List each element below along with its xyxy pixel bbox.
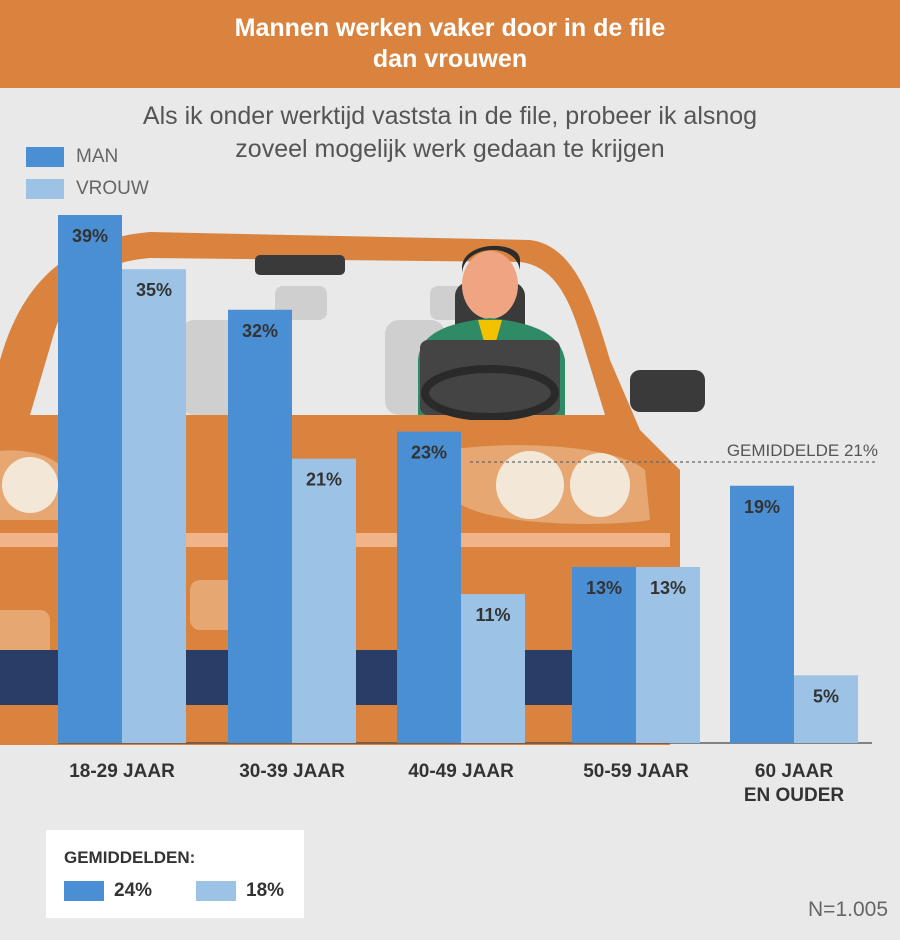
data-label-vrouw-3: 13% — [650, 578, 686, 598]
average-swatch-man — [64, 881, 104, 901]
sample-size: N=1.005 — [808, 898, 888, 921]
bar-vrouw-2 — [461, 594, 525, 743]
bar-vrouw-3 — [636, 567, 700, 743]
bar-man-1 — [228, 309, 292, 743]
subtitle-line2: zoveel mogelijk werk gedaan te krijgen — [235, 135, 665, 163]
bar-vrouw-1 — [292, 458, 356, 743]
bar-man-4 — [730, 485, 794, 743]
chart-title-line2: dan vrouwen — [372, 45, 528, 73]
data-label-man-0: 39% — [72, 226, 108, 246]
category-label-1-0: 30-39 JAAR — [239, 761, 345, 782]
average-vrouw: 18% — [196, 880, 284, 902]
data-label-vrouw-1: 21% — [306, 470, 342, 490]
category-label-0-0: 18-29 JAAR — [69, 761, 175, 782]
average-reference-label: GEMIDDELDE 21% — [727, 441, 878, 460]
legend-label-man: MAN — [76, 146, 119, 167]
data-label-man-4: 19% — [744, 497, 780, 517]
data-label-man-2: 23% — [411, 443, 447, 463]
legend-swatch-vrouw — [26, 179, 64, 199]
average-value-vrouw: 18% — [246, 880, 285, 901]
legend-item-vrouw: VROUW — [26, 178, 149, 200]
bar-vrouw-0 — [122, 269, 186, 743]
legend-swatch-man — [26, 147, 64, 167]
bar-vrouw-4 — [794, 675, 858, 743]
data-label-man-1: 32% — [242, 321, 278, 341]
chart-title-line1: Mannen werken vaker door in de file — [234, 14, 666, 42]
average-man: 24% — [64, 880, 152, 902]
bar-group: 39% 35% 32% 21% 23% 11% 13% 13% 19% 5% — [58, 215, 858, 743]
category-label-4-1: EN OUDER — [744, 785, 845, 806]
averages-box: GEMIDDELDEN: 24% 18% — [46, 830, 304, 918]
legend-label-vrouw: VROUW — [76, 178, 149, 199]
category-labels: 18-29 JAAR 30-39 JAAR 40-49 JAAR 50-59 JAAR… — [69, 761, 844, 806]
bar-man-2 — [397, 431, 461, 743]
bar-man-0 — [58, 215, 122, 743]
category-label-3-0: 50-59 JAAR — [583, 761, 689, 782]
category-label-4-0: 60 JAAR — [755, 761, 833, 782]
data-label-vrouw-0: 35% — [136, 280, 172, 300]
averages-title: GEMIDDELDEN: — [64, 848, 196, 867]
category-label-2-0: 40-49 JAAR — [408, 761, 514, 782]
bar-man-3 — [572, 567, 636, 743]
subtitle: Als ik onder werktijd vaststa in de file… — [90, 100, 810, 166]
chart-title-banner: Mannen werken vaker door in de file dan … — [0, 0, 900, 88]
average-value-man: 24% — [114, 880, 153, 901]
data-label-vrouw-2: 11% — [475, 605, 510, 625]
data-label-vrouw-4: 5% — [813, 686, 839, 706]
average-swatch-vrouw — [196, 881, 236, 901]
legend-item-man: MAN — [26, 146, 118, 168]
data-label-man-3: 13% — [586, 578, 622, 598]
subtitle-line1: Als ik onder werktijd vaststa in de file… — [142, 102, 758, 130]
